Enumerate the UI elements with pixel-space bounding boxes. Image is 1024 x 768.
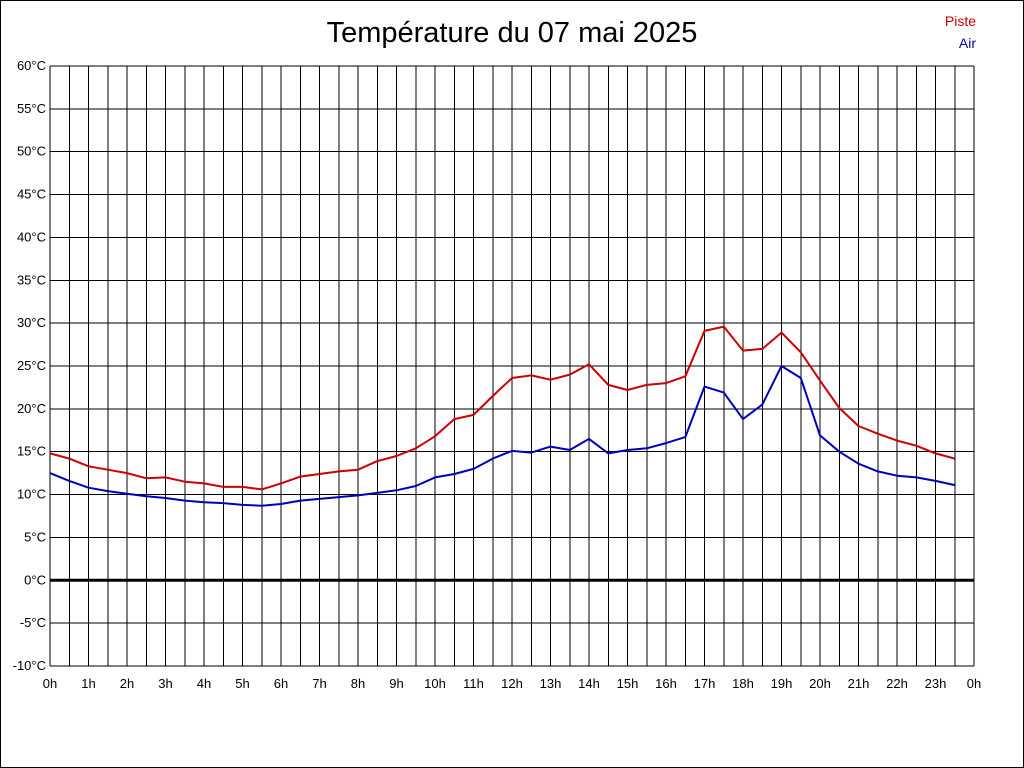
x-tick-label: 6h <box>274 676 288 691</box>
x-tick-label: 0h <box>43 676 57 691</box>
x-tick-label: 5h <box>235 676 249 691</box>
tick-layer: 60°C 55°C 50°C 45°C 40°C 35°C 30°C 25°C 20°C 15°C… <box>13 58 982 691</box>
x-tick-label: 7h <box>312 676 326 691</box>
chart-title: Température du 07 mai 2025 <box>326 17 698 49</box>
x-tick-label: 12h <box>501 676 523 691</box>
x-tick-label: 9h <box>389 676 403 691</box>
grid-layer <box>49 65 975 667</box>
y-tick-label: 0°C <box>24 572 46 587</box>
x-tick-label: 3h <box>158 676 172 691</box>
y-tick-label: 30°C <box>17 315 46 330</box>
series-line-piste <box>49 325 956 491</box>
x-tick-label: 21h <box>848 676 870 691</box>
y-tick-label: 50°C <box>17 144 46 159</box>
x-tick-label: 2h <box>120 676 134 691</box>
x-tick-label: 15h <box>617 676 639 691</box>
x-tick-label: 4h <box>197 676 211 691</box>
legend-piste: Piste <box>944 13 976 29</box>
y-tick-label: -10°C <box>13 658 46 673</box>
y-tick-label: 25°C <box>17 358 46 373</box>
x-tick-label: 19h <box>771 676 793 691</box>
x-tick-label: 20h <box>809 676 831 691</box>
y-tick-label: 5°C <box>24 529 46 544</box>
series-layer <box>49 325 956 507</box>
y-tick-label: 45°C <box>17 187 46 202</box>
series-line-air <box>49 365 956 507</box>
x-tick-label: 1h <box>81 676 95 691</box>
x-tick-label: 10h <box>424 676 446 691</box>
y-tick-label: 60°C <box>17 58 46 73</box>
x-tick-label: 0h <box>967 676 981 691</box>
x-tick-label: 16h <box>655 676 677 691</box>
x-tick-label: 11h <box>463 676 484 691</box>
x-tick-label: 8h <box>351 676 365 691</box>
x-tick-label: 13h <box>540 676 562 691</box>
y-tick-label: -5°C <box>20 615 46 630</box>
x-tick-label: 14h <box>578 676 600 691</box>
y-tick-label: 35°C <box>17 272 46 287</box>
x-tick-label: 23h <box>925 676 947 691</box>
x-tick-label: 22h <box>886 676 908 691</box>
y-tick-label: 15°C <box>17 444 46 459</box>
y-tick-label: 40°C <box>17 229 46 244</box>
x-tick-label: 18h <box>732 676 754 691</box>
legend-air: Air <box>958 35 976 51</box>
y-tick-label: 10°C <box>17 487 46 502</box>
y-tick-label: 55°C <box>17 101 46 116</box>
x-tick-label: 17h <box>694 676 716 691</box>
y-tick-label: 20°C <box>17 401 46 416</box>
